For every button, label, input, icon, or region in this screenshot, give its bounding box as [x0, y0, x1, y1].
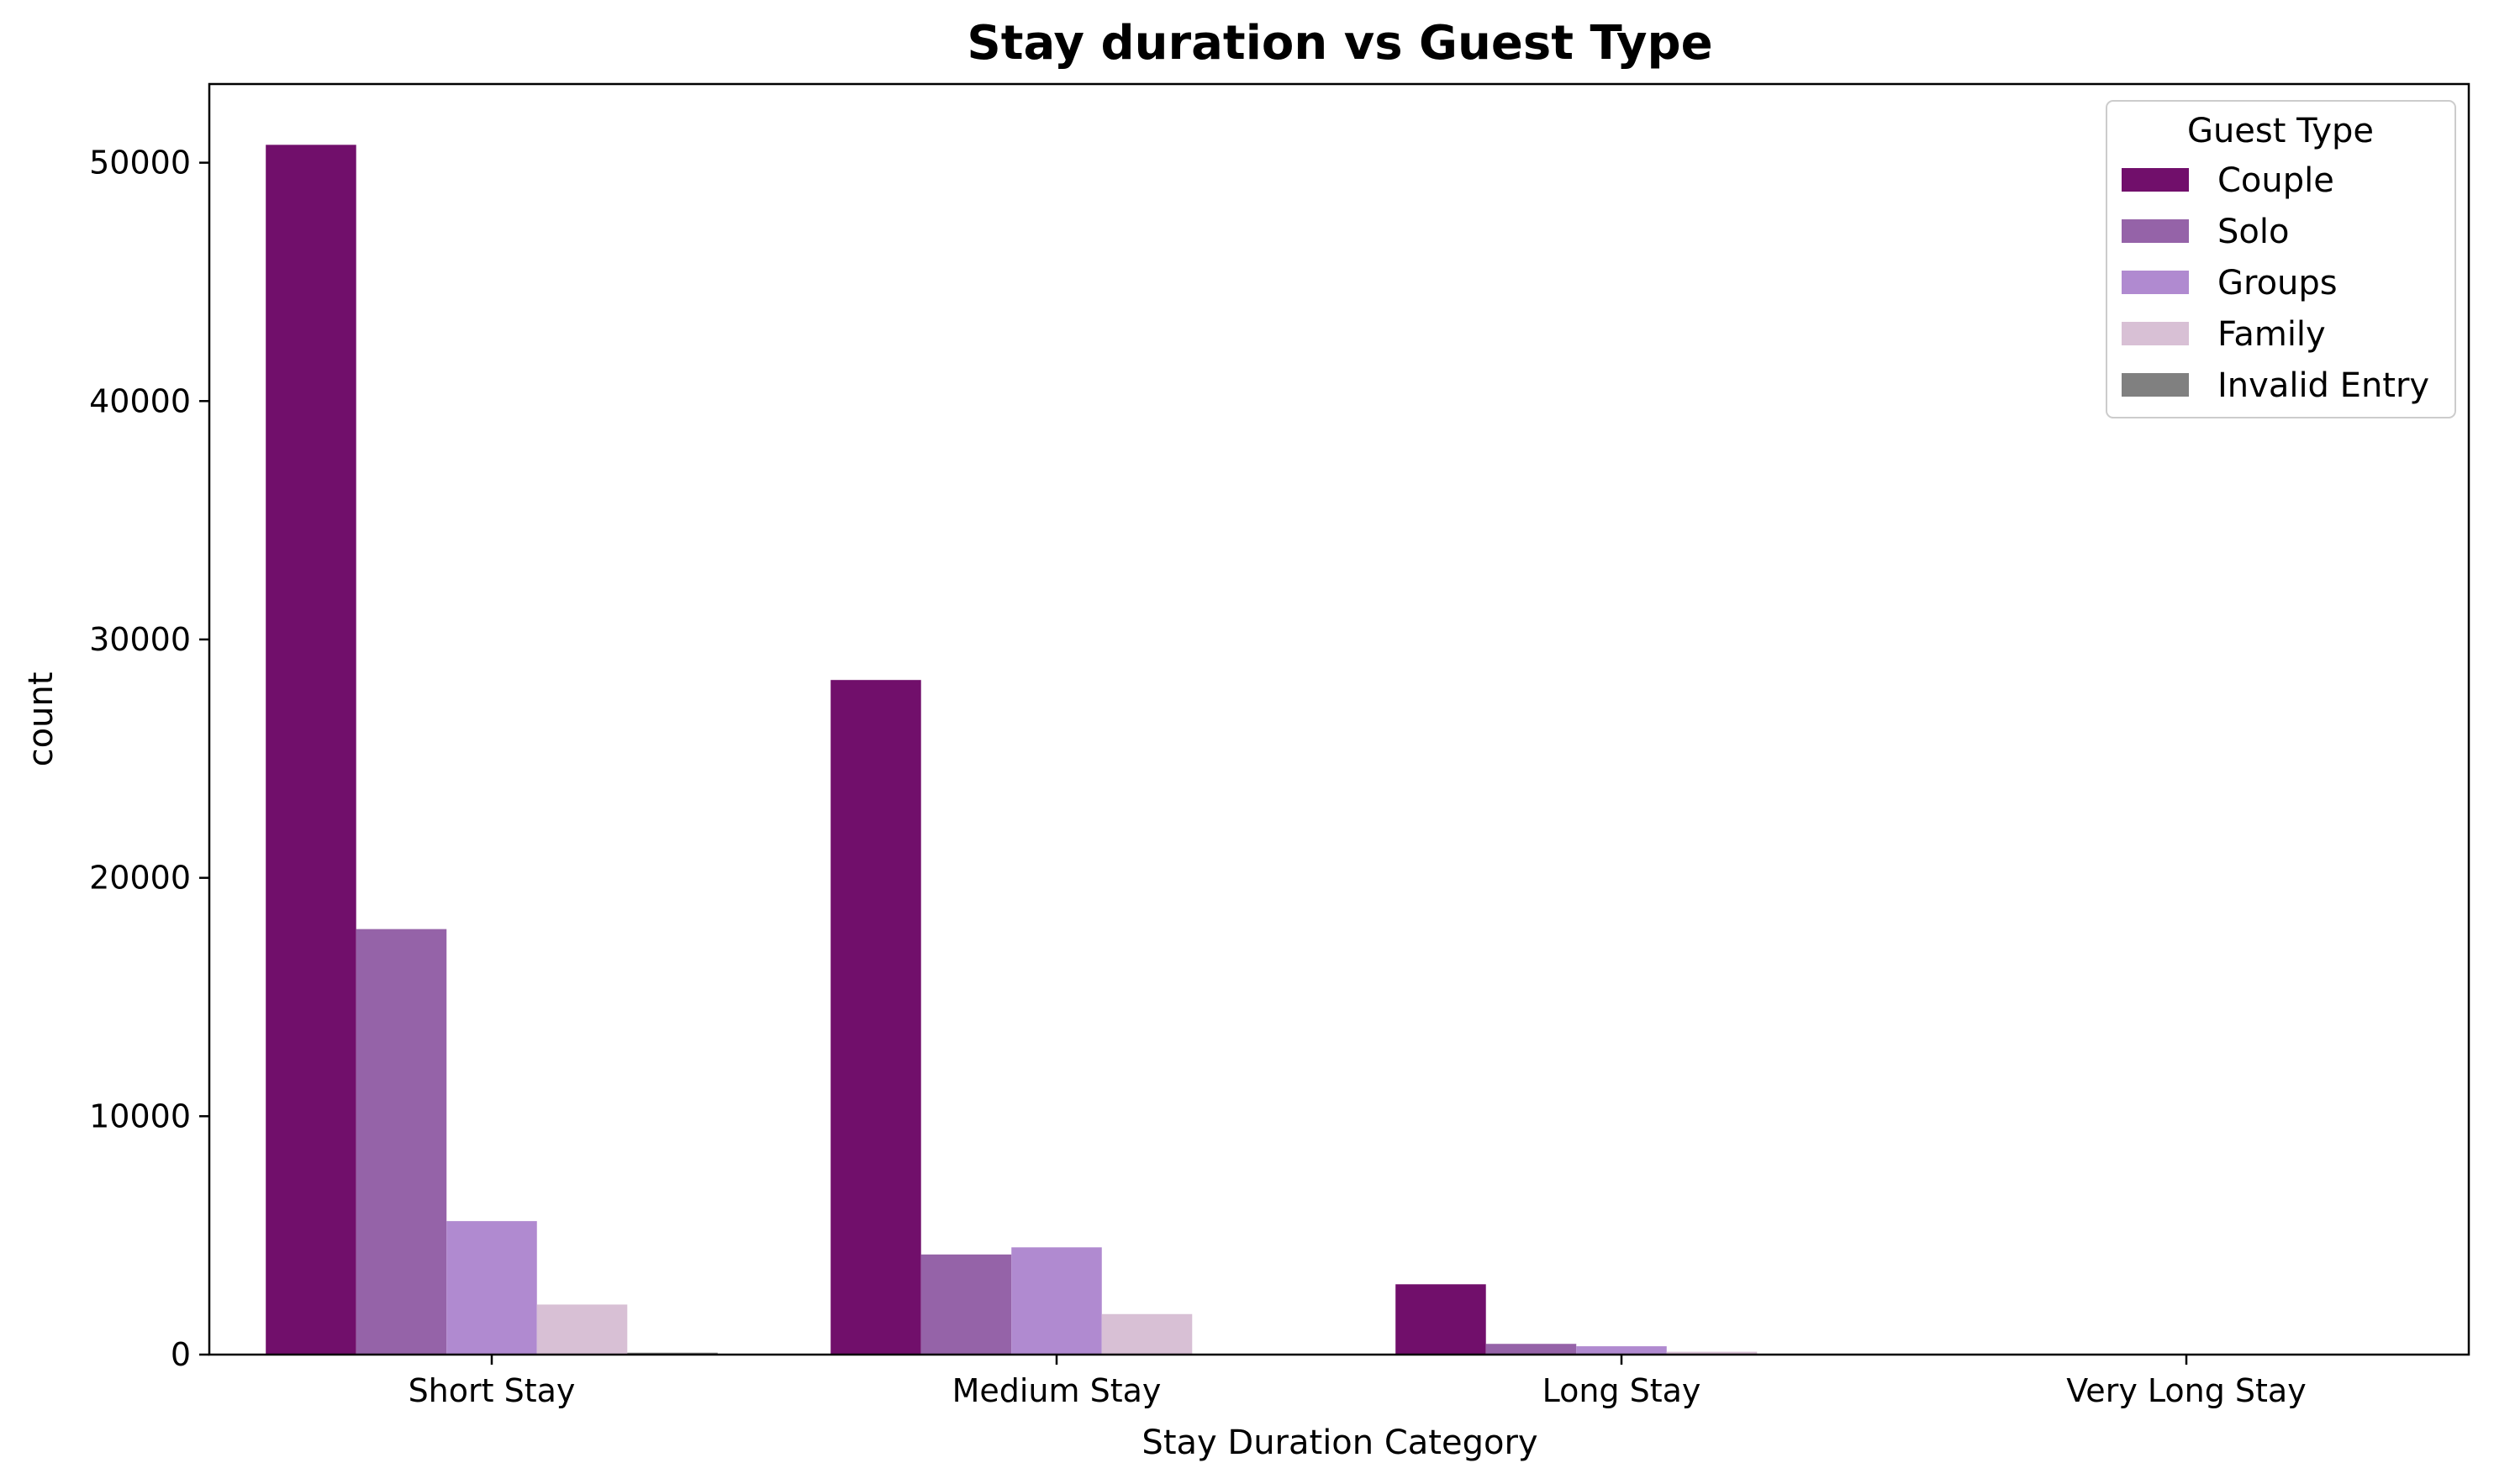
- chart-title: Stay duration vs Guest Type: [967, 16, 1712, 71]
- x-tick-label: Medium Stay: [952, 1372, 1162, 1409]
- bar: [830, 680, 921, 1355]
- bar: [920, 1254, 1012, 1355]
- y-axis-label: count: [22, 672, 61, 767]
- legend-swatch: [2122, 219, 2189, 243]
- legend-swatch: [2122, 271, 2189, 294]
- legend: Guest Type Couple Solo Groups Family Invalid…: [2106, 100, 2456, 418]
- bar: [446, 1221, 537, 1355]
- bar: [1485, 1344, 1577, 1355]
- x-tick-label: Long Stay: [1542, 1372, 1701, 1409]
- legend-swatch: [2122, 373, 2189, 397]
- bar: [536, 1304, 628, 1355]
- legend-frame: [2106, 100, 2456, 418]
- y-tick-label: 40000: [89, 382, 191, 419]
- legend-label: Family: [2217, 315, 2326, 354]
- bar: [1576, 1346, 1667, 1355]
- y-tick-label: 10000: [89, 1097, 191, 1134]
- bar: [1666, 1351, 1758, 1355]
- y-axis: 0 10000 20000 30000 40000 50000: [89, 145, 209, 1373]
- y-tick-label: 50000: [89, 145, 191, 182]
- y-tick-label: 0: [171, 1336, 191, 1373]
- bar: [1101, 1313, 1193, 1355]
- bars-group: [266, 145, 1758, 1355]
- legend-title: Guest Type: [2187, 112, 2374, 150]
- bar: [356, 929, 447, 1355]
- bar: [266, 145, 356, 1355]
- legend-swatch: [2122, 168, 2189, 192]
- legend-items: Couple Solo Groups Family Invalid Entry: [2122, 161, 2429, 405]
- legend-swatch: [2122, 322, 2189, 345]
- legend-label: Solo: [2217, 213, 2289, 251]
- bar: [1395, 1284, 1486, 1355]
- plot-frame: [208, 82, 2470, 1356]
- x-tick-label: Short Stay: [409, 1372, 576, 1409]
- legend-label: Couple: [2217, 161, 2334, 200]
- x-axis-label: Stay Duration Category: [1142, 1423, 1537, 1462]
- legend-label: Groups: [2217, 264, 2338, 303]
- bar: [1011, 1247, 1102, 1355]
- y-tick-label: 30000: [89, 621, 191, 658]
- x-tick-label: Very Long Stay: [2066, 1372, 2306, 1409]
- y-tick-label: 20000: [89, 860, 191, 897]
- x-axis: Short Stay Medium Stay Long Stay Very Long …: [409, 1355, 2307, 1409]
- legend-label: Invalid Entry: [2217, 366, 2429, 405]
